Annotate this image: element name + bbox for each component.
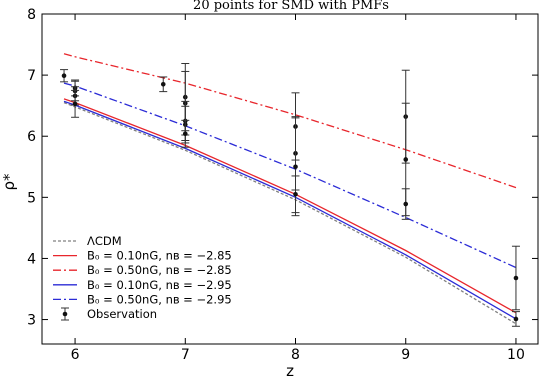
y-axis-label: ρ* — [0, 173, 18, 191]
tick-layer: 6 7 8 9 10 3 4 5 6 7 8 — [27, 7, 538, 363]
observation-point — [160, 81, 166, 87]
observation-point — [293, 164, 298, 170]
observation-layer — [60, 63, 520, 327]
y-tick-label: 5 — [27, 190, 36, 206]
observation-point — [182, 131, 188, 137]
observation-point — [293, 191, 298, 197]
plot-frame — [41, 13, 539, 345]
legend-label-observation: Observation — [87, 307, 157, 321]
series-line-4 — [63, 82, 517, 269]
observation-point — [403, 201, 409, 207]
y-tick-label: 6 — [27, 129, 36, 145]
x-tick-label: 10 — [507, 347, 525, 363]
series-line-0 — [63, 101, 517, 325]
legend-marker — [62, 311, 68, 317]
legend-label-3: B₀ = 0.10nG, nʙ = −2.95 — [87, 278, 232, 292]
observation-point — [72, 101, 78, 107]
chart-title: 20 points for SMD with PMFs — [193, 0, 389, 13]
observation-point — [513, 316, 519, 322]
y-tick-label: 8 — [27, 7, 36, 23]
legend-label-1: B₀ = 0.10nG, nʙ = −2.85 — [87, 249, 232, 263]
observation-point — [403, 157, 409, 162]
x-tick-label: 8 — [291, 347, 300, 363]
y-tick-label: 3 — [27, 313, 36, 329]
x-tick-label: 7 — [181, 347, 190, 363]
y-tick-label: 4 — [27, 251, 36, 267]
y-tick-label: 7 — [27, 68, 36, 84]
x-tick-label: 9 — [401, 347, 410, 363]
series-line-1 — [63, 98, 517, 314]
legend-label-0: ΛCDM — [87, 234, 122, 248]
x-axis-label: z — [286, 362, 294, 379]
observation-point — [513, 275, 519, 281]
series-line-2 — [63, 53, 517, 189]
observation-point — [61, 73, 67, 79]
legend-label-2: B₀ = 0.50nG, nʙ = −2.85 — [87, 263, 232, 277]
legend-label-4: B₀ = 0.50nG, nʙ = −2.95 — [87, 292, 232, 306]
x-tick-label: 6 — [71, 347, 80, 363]
